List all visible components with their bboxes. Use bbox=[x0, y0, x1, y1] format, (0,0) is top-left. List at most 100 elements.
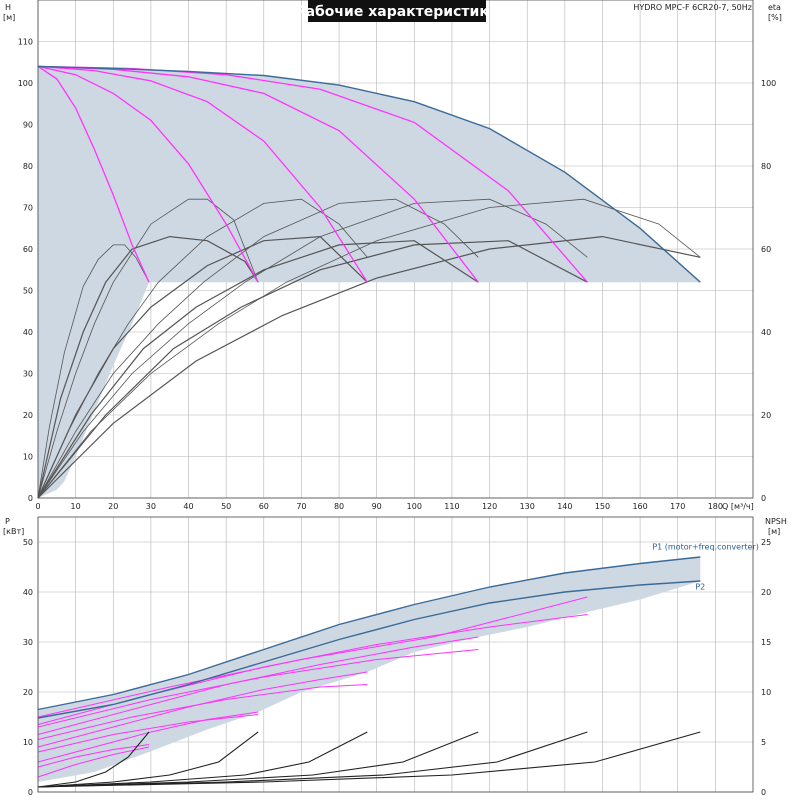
x-tick-label: 180 bbox=[708, 502, 723, 511]
head-speed-curve bbox=[37, 65, 150, 283]
npsh-curve bbox=[37, 731, 259, 788]
p-tick-label: 10 bbox=[23, 738, 33, 747]
bottom-plot-frame bbox=[37, 516, 754, 793]
npsh-tick-label: 0 bbox=[761, 788, 766, 797]
head-speed-curve bbox=[37, 65, 259, 283]
power-speed-curve bbox=[37, 714, 259, 753]
y-right-axis-unit: [%] bbox=[768, 13, 782, 22]
y-right-tick-label: 0 bbox=[761, 494, 766, 503]
eta-curve bbox=[37, 240, 479, 499]
x-tick-label: 90 bbox=[372, 502, 382, 511]
head-speed-curve bbox=[37, 65, 588, 283]
p-tick-label: 50 bbox=[23, 538, 33, 547]
x-tick-label: 10 bbox=[71, 502, 81, 511]
p-axis-unit: [кВт] bbox=[3, 527, 24, 536]
head-max-curve bbox=[37, 65, 701, 283]
x-tick-label: 60 bbox=[259, 502, 269, 511]
x-tick-label: 170 bbox=[670, 502, 685, 511]
y-right-tick-label: 60 bbox=[761, 245, 771, 254]
x-tick-label: 140 bbox=[557, 502, 572, 511]
power-envelope-area bbox=[38, 557, 701, 782]
npsh-curve bbox=[37, 731, 150, 788]
x-tick-label: 150 bbox=[595, 502, 610, 511]
x-tick-label: 0 bbox=[35, 502, 40, 511]
p-tick-label: 40 bbox=[23, 588, 33, 597]
power-speed-curve bbox=[37, 636, 479, 735]
y-tick-label: 80 bbox=[23, 162, 33, 171]
y-tick-label: 100 bbox=[18, 79, 33, 88]
power-speed-curve bbox=[37, 649, 479, 728]
p-tick-label: 30 bbox=[23, 638, 33, 647]
y-tick-label: 70 bbox=[23, 204, 33, 213]
x-tick-label: 50 bbox=[221, 502, 231, 511]
x-tick-label: 100 bbox=[407, 502, 422, 511]
npsh-curve bbox=[37, 731, 368, 788]
y-tick-label: 0 bbox=[28, 494, 33, 503]
npsh-axis-label: NPSH bbox=[765, 517, 787, 526]
y-tick-label: 60 bbox=[23, 245, 33, 254]
y-tick-label: 10 bbox=[23, 453, 33, 462]
power-speed-curve bbox=[37, 671, 368, 748]
y-tick-label: 40 bbox=[23, 328, 33, 337]
npsh-tick-label: 5 bbox=[761, 738, 766, 747]
y-right-tick-label: 40 bbox=[761, 328, 771, 337]
y-tick-label: 20 bbox=[23, 411, 33, 420]
npsh-curve bbox=[37, 731, 479, 788]
eta-curve bbox=[37, 235, 701, 499]
x-tick-label: 80 bbox=[334, 502, 344, 511]
eta-curve bbox=[37, 198, 701, 499]
power-speed-curve bbox=[37, 684, 368, 740]
x-tick-label: 110 bbox=[444, 502, 459, 511]
eta-curve bbox=[37, 198, 259, 499]
npsh-tick-label: 25 bbox=[761, 538, 771, 547]
npsh-tick-label: 20 bbox=[761, 588, 771, 597]
eta-curve bbox=[37, 240, 588, 499]
y-axis-unit: [м] bbox=[3, 13, 15, 22]
npsh-curve bbox=[37, 731, 588, 788]
y-tick-label: 30 bbox=[23, 370, 33, 379]
y-axis-label: H bbox=[5, 3, 11, 12]
head-speed-curve bbox=[37, 65, 368, 283]
p2-curve bbox=[37, 580, 701, 719]
y-tick-label: 110 bbox=[18, 38, 33, 47]
eta-curve bbox=[37, 198, 479, 499]
x-tick-label: 30 bbox=[146, 502, 156, 511]
x-tick-label: 120 bbox=[482, 502, 497, 511]
p-axis-label: P bbox=[5, 517, 10, 526]
model-label: HYDRO MPC-F 6CR20-7, 50Hz bbox=[633, 3, 752, 12]
p2-series-label: P2 bbox=[695, 583, 705, 592]
power-speed-curve bbox=[37, 711, 259, 763]
npsh-axis-unit: [м] bbox=[768, 527, 780, 536]
power-speed-curve bbox=[37, 596, 588, 718]
y-right-tick-label: 20 bbox=[761, 411, 771, 420]
top-plot-frame bbox=[37, 0, 754, 499]
title-box bbox=[308, 0, 486, 22]
x-axis-label: Q [м³/ч] bbox=[722, 502, 754, 511]
eta-curve bbox=[37, 198, 588, 499]
x-tick-label: 70 bbox=[296, 502, 306, 511]
x-tick-label: 40 bbox=[183, 502, 193, 511]
head-speed-curve bbox=[37, 65, 479, 283]
npsh-tick-label: 10 bbox=[761, 688, 771, 697]
x-tick-label: 20 bbox=[108, 502, 118, 511]
power-speed-curve bbox=[37, 744, 150, 768]
x-tick-label: 160 bbox=[632, 502, 647, 511]
y-tick-label: 90 bbox=[23, 121, 33, 130]
x-tick-label: 130 bbox=[520, 502, 535, 511]
chart-title: Рабочие характеристики bbox=[295, 4, 498, 20]
y-right-tick-label: 80 bbox=[761, 162, 771, 171]
power-speed-curve bbox=[37, 746, 150, 778]
head-envelope-area bbox=[38, 66, 701, 499]
p1-curve bbox=[37, 556, 701, 711]
power-npsh-panel: 0 10 20 30 40 50 0 5 10 15 20 25 P[кВт] NPSH[м] P1 (mo… bbox=[3, 516, 787, 797]
head-eta-panel: 0 10 20 30 40 50 60 70 80 90 100 110 120 130 140 150 160… bbox=[3, 0, 782, 511]
eta-curve bbox=[37, 235, 368, 499]
npsh-tick-label: 15 bbox=[761, 638, 771, 647]
y-tick-label: 50 bbox=[23, 287, 33, 296]
y-right-axis-label: eta bbox=[768, 3, 781, 12]
y-right-tick-label: 100 bbox=[761, 79, 776, 88]
p-tick-label: 0 bbox=[28, 788, 33, 797]
p1-series-label: P1 (motor+freq.converter) bbox=[652, 543, 759, 552]
p-tick-label: 20 bbox=[23, 688, 33, 697]
